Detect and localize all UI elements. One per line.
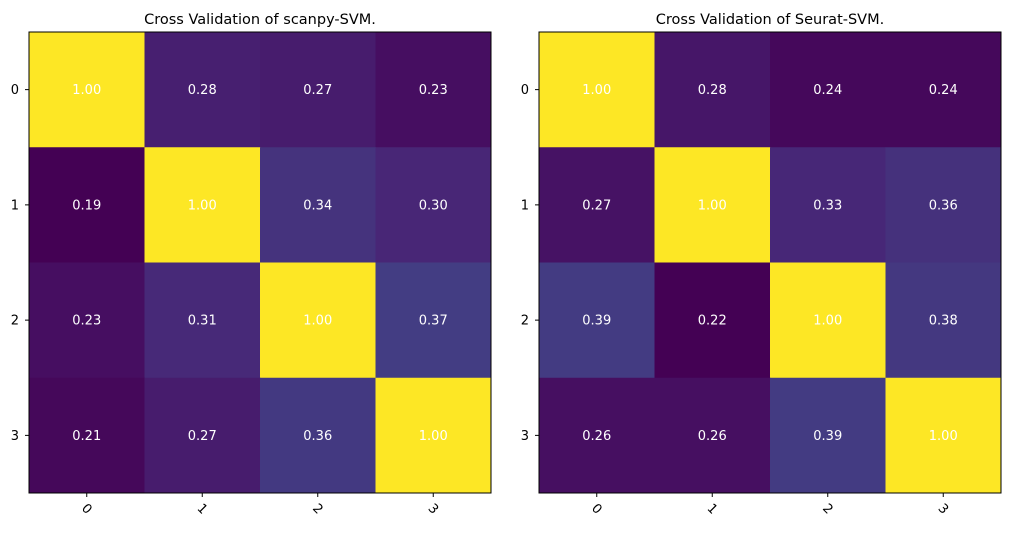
heatmap-cell-r0-c2 <box>770 32 886 148</box>
heatmap-cell-r2-c1 <box>144 262 261 379</box>
cell-value-label-r0-c1: 0.28 <box>188 83 217 98</box>
cell-value-label-r1-c2: 0.33 <box>813 198 842 213</box>
cell-value-label-r3-c2: 0.39 <box>813 429 842 444</box>
heatmap-cell-r2-c1 <box>654 262 771 379</box>
heatmap-cells <box>539 32 1002 494</box>
plot-frame <box>538 31 1002 494</box>
cell-value-labels: 1.00 0.28 0.27 0.23 0.19 1.00 0.34 0.30 0.23 0.31… <box>72 83 447 444</box>
heatmap-cell-r3-c1 <box>144 377 261 494</box>
heatmap-cell-r0-c1 <box>654 32 771 148</box>
cell-value-label-r1-c0: 0.19 <box>72 198 101 213</box>
heatmap-cell-r1-c1 <box>144 147 261 263</box>
cell-value-label-r2-c3: 0.38 <box>929 314 958 329</box>
heatmap-cell-r0-c0 <box>29 32 145 148</box>
cell-value-label-r3-c0: 0.26 <box>582 429 611 444</box>
cell-value-label-r1-c0: 0.27 <box>582 198 611 213</box>
heatmap-panel-left: Cross Validation of scanpy-SVM. 1.00 0.28… <box>11 12 492 518</box>
heatmap-cell-r3-c3 <box>885 377 1002 494</box>
heatmap-cell-r0-c3 <box>885 32 1002 148</box>
heatmap-cell-r2-c2 <box>260 262 376 379</box>
heatmap-cell-r1-c3 <box>375 147 492 263</box>
heatmap-cell-r1-c3 <box>885 147 1002 263</box>
heatmap-cell-r1-c0 <box>539 147 655 263</box>
y-axis: 0 1 2 3 <box>11 83 29 444</box>
cell-value-label-r1-c3: 0.36 <box>929 198 958 213</box>
cell-value-label-r2-c3: 0.37 <box>419 314 448 329</box>
cell-value-label-r0-c2: 0.27 <box>303 83 332 98</box>
y-tick-label-2: 2 <box>521 314 529 329</box>
cell-value-label-r0-c0: 1.00 <box>582 83 611 98</box>
heatmap-cell-r1-c2 <box>770 147 886 263</box>
heatmap-cell-r2-c0 <box>539 262 655 379</box>
y-axis: 0 1 2 3 <box>521 83 539 444</box>
cell-value-label-r3-c2: 0.36 <box>303 429 332 444</box>
y-tick-label-1: 1 <box>11 198 19 213</box>
heatmap-cell-r3-c2 <box>770 377 886 494</box>
cell-value-label-r2-c2: 1.00 <box>813 314 842 329</box>
heatmap-cell-r0-c2 <box>260 32 376 148</box>
cell-value-label-r2-c0: 0.23 <box>72 314 101 329</box>
chart-title: Cross Validation of Seurat-SVM. <box>656 12 884 28</box>
cell-value-label-r2-c0: 0.39 <box>582 314 611 329</box>
cell-value-label-r2-c2: 1.00 <box>303 314 332 329</box>
heatmap-cell-r3-c2 <box>260 377 376 494</box>
cell-value-label-r2-c1: 0.22 <box>698 314 727 329</box>
y-tick-label-2: 2 <box>11 314 19 329</box>
y-tick-label-0: 0 <box>521 83 529 98</box>
cell-value-label-r1-c1: 1.00 <box>698 198 727 213</box>
cell-value-label-r0-c3: 0.24 <box>929 83 958 98</box>
heatmap-cell-r3-c0 <box>539 377 655 494</box>
heatmap-cell-r0-c0 <box>539 32 655 148</box>
plot-frame <box>28 31 492 494</box>
heatmap-cell-r0-c1 <box>144 32 261 148</box>
cell-value-labels: 1.00 0.28 0.24 0.24 0.27 1.00 0.33 0.36 0.39 0.22… <box>582 83 957 444</box>
heatmap-cell-r3-c3 <box>375 377 492 494</box>
cell-value-label-r1-c1: 1.00 <box>188 198 217 213</box>
heatmap-cell-r2-c3 <box>375 262 492 379</box>
cell-value-label-r3-c0: 0.21 <box>72 429 101 444</box>
heatmap-cell-r1-c0 <box>29 147 145 263</box>
heatmap-cell-r2-c2 <box>770 262 886 379</box>
cell-value-label-r1-c2: 0.34 <box>303 198 332 213</box>
heatmap-cell-r1-c1 <box>654 147 771 263</box>
chart-title: Cross Validation of scanpy-SVM. <box>144 12 376 28</box>
cell-value-label-r3-c3: 1.00 <box>419 429 448 444</box>
heatmap-cell-r0-c3 <box>375 32 492 148</box>
heatmap-cell-r3-c0 <box>29 377 145 494</box>
heatmap-cells <box>29 32 492 494</box>
y-tick-label-3: 3 <box>11 429 19 444</box>
cell-value-label-r0-c1: 0.28 <box>698 83 727 98</box>
heatmap-cell-r3-c1 <box>654 377 771 494</box>
y-tick-label-0: 0 <box>11 83 19 98</box>
y-tick-label-3: 3 <box>521 429 529 444</box>
cell-value-label-r3-c1: 0.27 <box>188 429 217 444</box>
heatmap-cell-r2-c0 <box>29 262 145 379</box>
cell-value-label-r2-c1: 0.31 <box>188 314 217 329</box>
heatmap-cell-r1-c2 <box>260 147 376 263</box>
cell-value-label-r0-c3: 0.23 <box>419 83 448 98</box>
y-tick-label-1: 1 <box>521 198 529 213</box>
heatmap-cell-r2-c3 <box>885 262 1002 379</box>
cell-value-label-r0-c0: 1.00 <box>72 83 101 98</box>
cell-value-label-r1-c3: 0.30 <box>419 198 448 213</box>
cell-value-label-r3-c3: 1.00 <box>929 429 958 444</box>
cell-value-label-r3-c1: 0.26 <box>698 429 727 444</box>
heatmap-panel-right: Cross Validation of Seurat-SVM. 1.00 0.28… <box>521 12 1002 518</box>
cell-value-label-r0-c2: 0.24 <box>813 83 842 98</box>
